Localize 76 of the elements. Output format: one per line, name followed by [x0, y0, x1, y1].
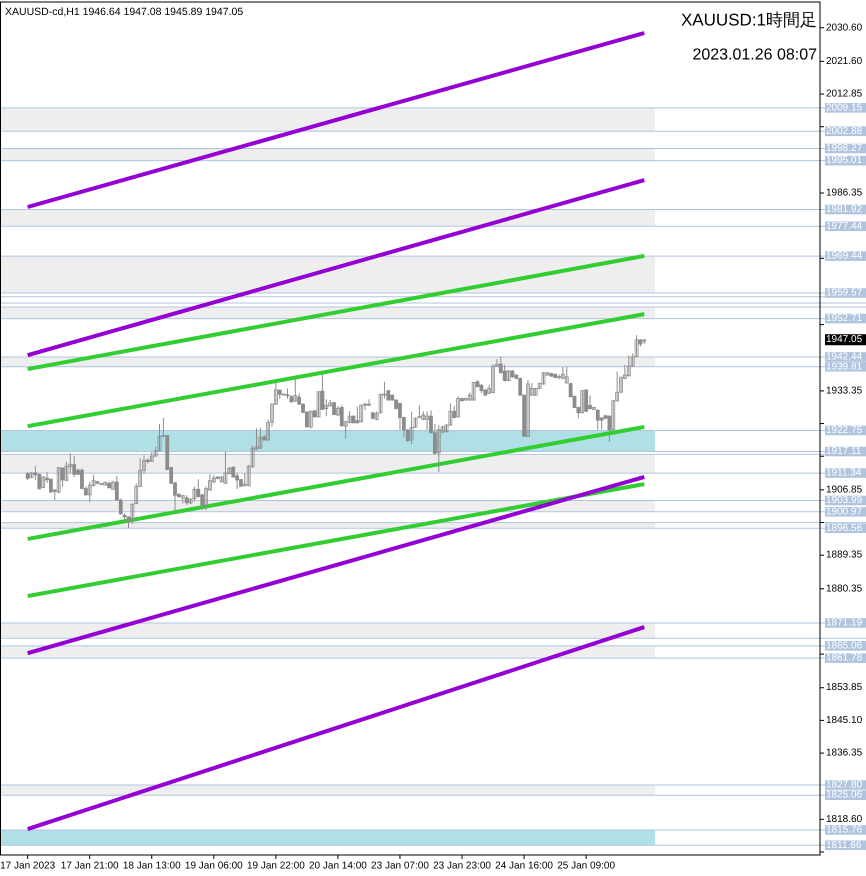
x-tick-label: 19 Jan 22:00 — [246, 860, 306, 872]
candlestick — [542, 372, 546, 386]
x-tick-label: 24 Jan 16:00 — [495, 860, 554, 872]
candlestick — [584, 388, 588, 412]
y-tick-label: 1880.35 — [826, 583, 863, 594]
candlestick — [398, 402, 402, 430]
x-tick-label: 19 Jan 06:00 — [184, 860, 244, 872]
candlestick — [410, 411, 414, 445]
ref-line-label: 2002.88 — [826, 126, 863, 137]
candlestick — [472, 381, 476, 402]
ref-line-label: 1998.27 — [826, 142, 863, 154]
candlestick — [258, 427, 262, 450]
candlestick — [526, 380, 530, 438]
candlestick — [316, 390, 320, 418]
y-tick-label: 2021.60 — [826, 56, 863, 67]
text: XAUUSD:1時間足 — [680, 10, 817, 30]
candlestick — [436, 424, 441, 472]
annotation: XAUUSD-cd,H1 1946.64 1947.08 1945.89 1947.05 — [5, 6, 244, 18]
ref-line-label: 1825.06 — [826, 790, 863, 801]
candlestick — [41, 476, 46, 489]
x-tick-label: 20 Jan 14:00 — [309, 860, 368, 872]
candlestick — [72, 456, 76, 478]
y-tick-label: 1836.35 — [826, 748, 863, 759]
ref-line-label: 1811.66 — [826, 840, 862, 851]
ref-line-label: 1827.80 — [826, 779, 863, 790]
text: 1947.05 — [826, 334, 862, 346]
ref-line-label: 1922.75 — [826, 424, 863, 436]
y-tick-label: 1933.35 — [826, 385, 863, 396]
ref-line-label: 1942.44 — [826, 351, 863, 362]
ref-line-label: 1903.99 — [826, 495, 863, 506]
ref-line-label: 1939.81 — [826, 361, 863, 372]
y-tick-label: 1906.85 — [826, 484, 863, 496]
ref-line-label: 1815.76 — [826, 824, 863, 836]
ref-line-label: 1861.78 — [826, 652, 863, 664]
candlestick — [355, 406, 360, 424]
candlestick — [596, 408, 600, 430]
x-tick-label: 18 Jan 13:00 — [122, 860, 182, 872]
text: 2023.01.26 08:07 — [692, 46, 818, 64]
ref-line-label: 2009.15 — [826, 102, 863, 114]
x-tick-label: 17 Jan 2023 — [0, 860, 56, 872]
x-tick-label: 23 Jan 23:00 — [433, 860, 492, 872]
y-tick-label: 2012.85 — [826, 88, 863, 100]
y-tick-label: 1889.35 — [826, 550, 863, 561]
ref-line-label: 1969.44 — [826, 250, 863, 262]
y-tick-label: 1853.85 — [826, 682, 863, 694]
candlestick — [359, 404, 364, 423]
ref-line-label: 1900.97 — [826, 506, 863, 518]
x-tick-label: 17 Jan 21:00 — [60, 860, 120, 872]
x-tick-label: 25 Jan 09:00 — [557, 860, 616, 872]
y-tick-label: 1818.60 — [826, 814, 863, 825]
ref-line-label: 1981.92 — [826, 204, 863, 216]
ref-line-label: 1959.57 — [826, 287, 863, 298]
ref-line-label: 1896.56 — [826, 522, 863, 534]
candlestick — [308, 410, 313, 429]
candlestick — [425, 410, 430, 430]
y-tick-label: 1845.10 — [826, 714, 863, 726]
candlestick — [506, 370, 510, 382]
candlestick — [456, 396, 460, 418]
ref-line-label: 1865.06 — [826, 640, 863, 652]
ref-line-label: 1995.01 — [826, 155, 863, 166]
y-tick-label: 2030.60 — [826, 22, 863, 34]
candlestick — [184, 494, 189, 506]
ref-line-label: 1911.34 — [826, 468, 862, 479]
candlestick — [560, 366, 565, 380]
candlestick — [293, 375, 298, 402]
candlestick — [580, 389, 584, 414]
y-tick-label: 1986.35 — [826, 187, 863, 198]
candlestick — [286, 388, 290, 400]
candlestick — [626, 354, 631, 378]
ref-line-label: 1917.11 — [826, 446, 862, 458]
candlestick — [224, 451, 228, 484]
candlestick — [332, 401, 336, 416]
ref-line-label: 1977.44 — [826, 220, 863, 232]
x-tick-label: 23 Jan 07:00 — [371, 860, 430, 872]
ref-line-label: 1871.19 — [826, 617, 863, 628]
ref-line-label: 1952.71 — [826, 313, 863, 324]
